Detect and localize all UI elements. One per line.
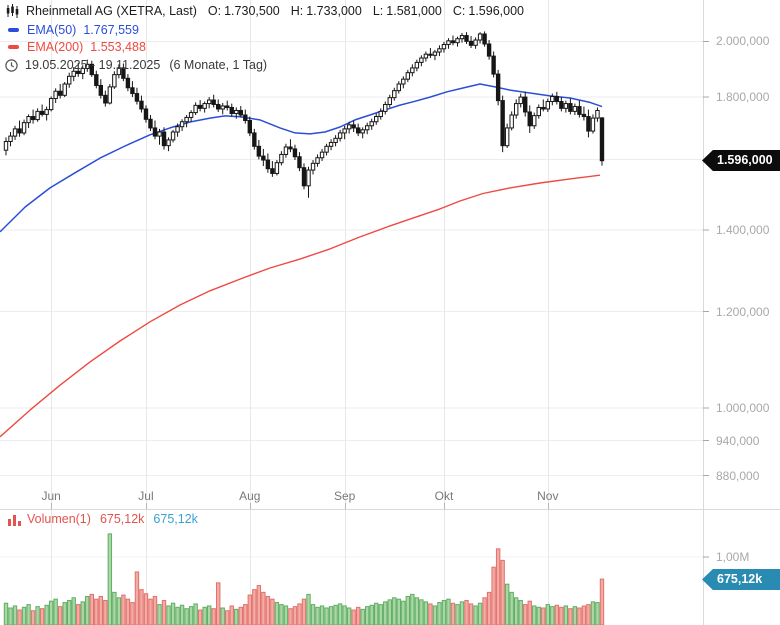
ema200-label: EMA(200) xyxy=(27,40,84,54)
ema200-line xyxy=(0,174,601,438)
volume-bars-icon xyxy=(8,513,21,526)
clock-icon xyxy=(5,58,18,72)
ohlc-open: O: 1.730,500 xyxy=(207,4,280,18)
volume-label: Volumen(1) xyxy=(27,512,91,526)
ema200-line-swatch-icon xyxy=(8,45,19,49)
date-range-text: 19.05.2025 - 19.11.2025 xyxy=(25,58,161,72)
month-label-aug: Aug xyxy=(239,489,261,503)
instrument-title: Rheinmetall AG (XETRA, Last) xyxy=(26,4,197,18)
volume-axis-label: 1,00M xyxy=(716,550,750,564)
price-axis-label: 1.800,000 xyxy=(716,90,770,105)
month-label-okt: Okt xyxy=(434,489,454,503)
price-axis-label: 2.000,000 xyxy=(716,34,770,49)
price-axis-label: 940,000 xyxy=(716,433,760,448)
legend-ema50[interactable]: EMA(50) 1.767,559 xyxy=(8,23,139,37)
ema200-value: 1.553,488 xyxy=(90,40,146,54)
month-label-sep: Sep xyxy=(333,489,356,503)
candlestick-series-icon xyxy=(6,4,19,18)
instrument-header: Rheinmetall AG (XETRA, Last) O: 1.730,500… xyxy=(6,4,524,18)
date-range-detail: (6 Monate, 1 Tag) xyxy=(169,58,268,72)
last-volume-tag: 675,12k xyxy=(702,569,780,590)
month-label-nov: Nov xyxy=(537,489,559,503)
ema50-line-swatch-icon xyxy=(8,28,19,32)
gridlines xyxy=(0,0,703,625)
price-axis-label: 1.400,000 xyxy=(716,223,770,238)
volume-value-blue: 675,12k xyxy=(153,512,198,526)
candlestick-series xyxy=(3,31,605,198)
ema50-label: EMA(50) xyxy=(27,23,77,37)
date-range-row: 19.05.2025 - 19.11.2025 (6 Monate, 1 Tag… xyxy=(5,58,267,72)
ohlc-high: H: 1.733,000 xyxy=(290,4,362,18)
last-price-tag: 1.596,000 xyxy=(702,150,780,171)
ohlc-close: C: 1.596,000 xyxy=(452,4,524,18)
price-axis-label: 1.200,000 xyxy=(716,304,770,319)
ohlc-low: L: 1.581,000 xyxy=(372,4,442,18)
volume-value-red: 675,12k xyxy=(99,512,145,526)
legend-ema200[interactable]: EMA(200) 1.553,488 xyxy=(8,40,146,54)
ema50-line xyxy=(0,83,603,233)
ema50-value: 1.767,559 xyxy=(83,23,139,37)
month-label-jul: Jul xyxy=(138,489,154,503)
volume-legend[interactable]: Volumen(1) 675,12k 675,12k xyxy=(8,512,198,526)
price-axis-label: 880,000 xyxy=(716,468,760,483)
price-axis-label: 1.000,000 xyxy=(716,401,770,415)
volume-bars-series xyxy=(3,533,605,625)
month-label-jun: Jun xyxy=(41,489,61,503)
